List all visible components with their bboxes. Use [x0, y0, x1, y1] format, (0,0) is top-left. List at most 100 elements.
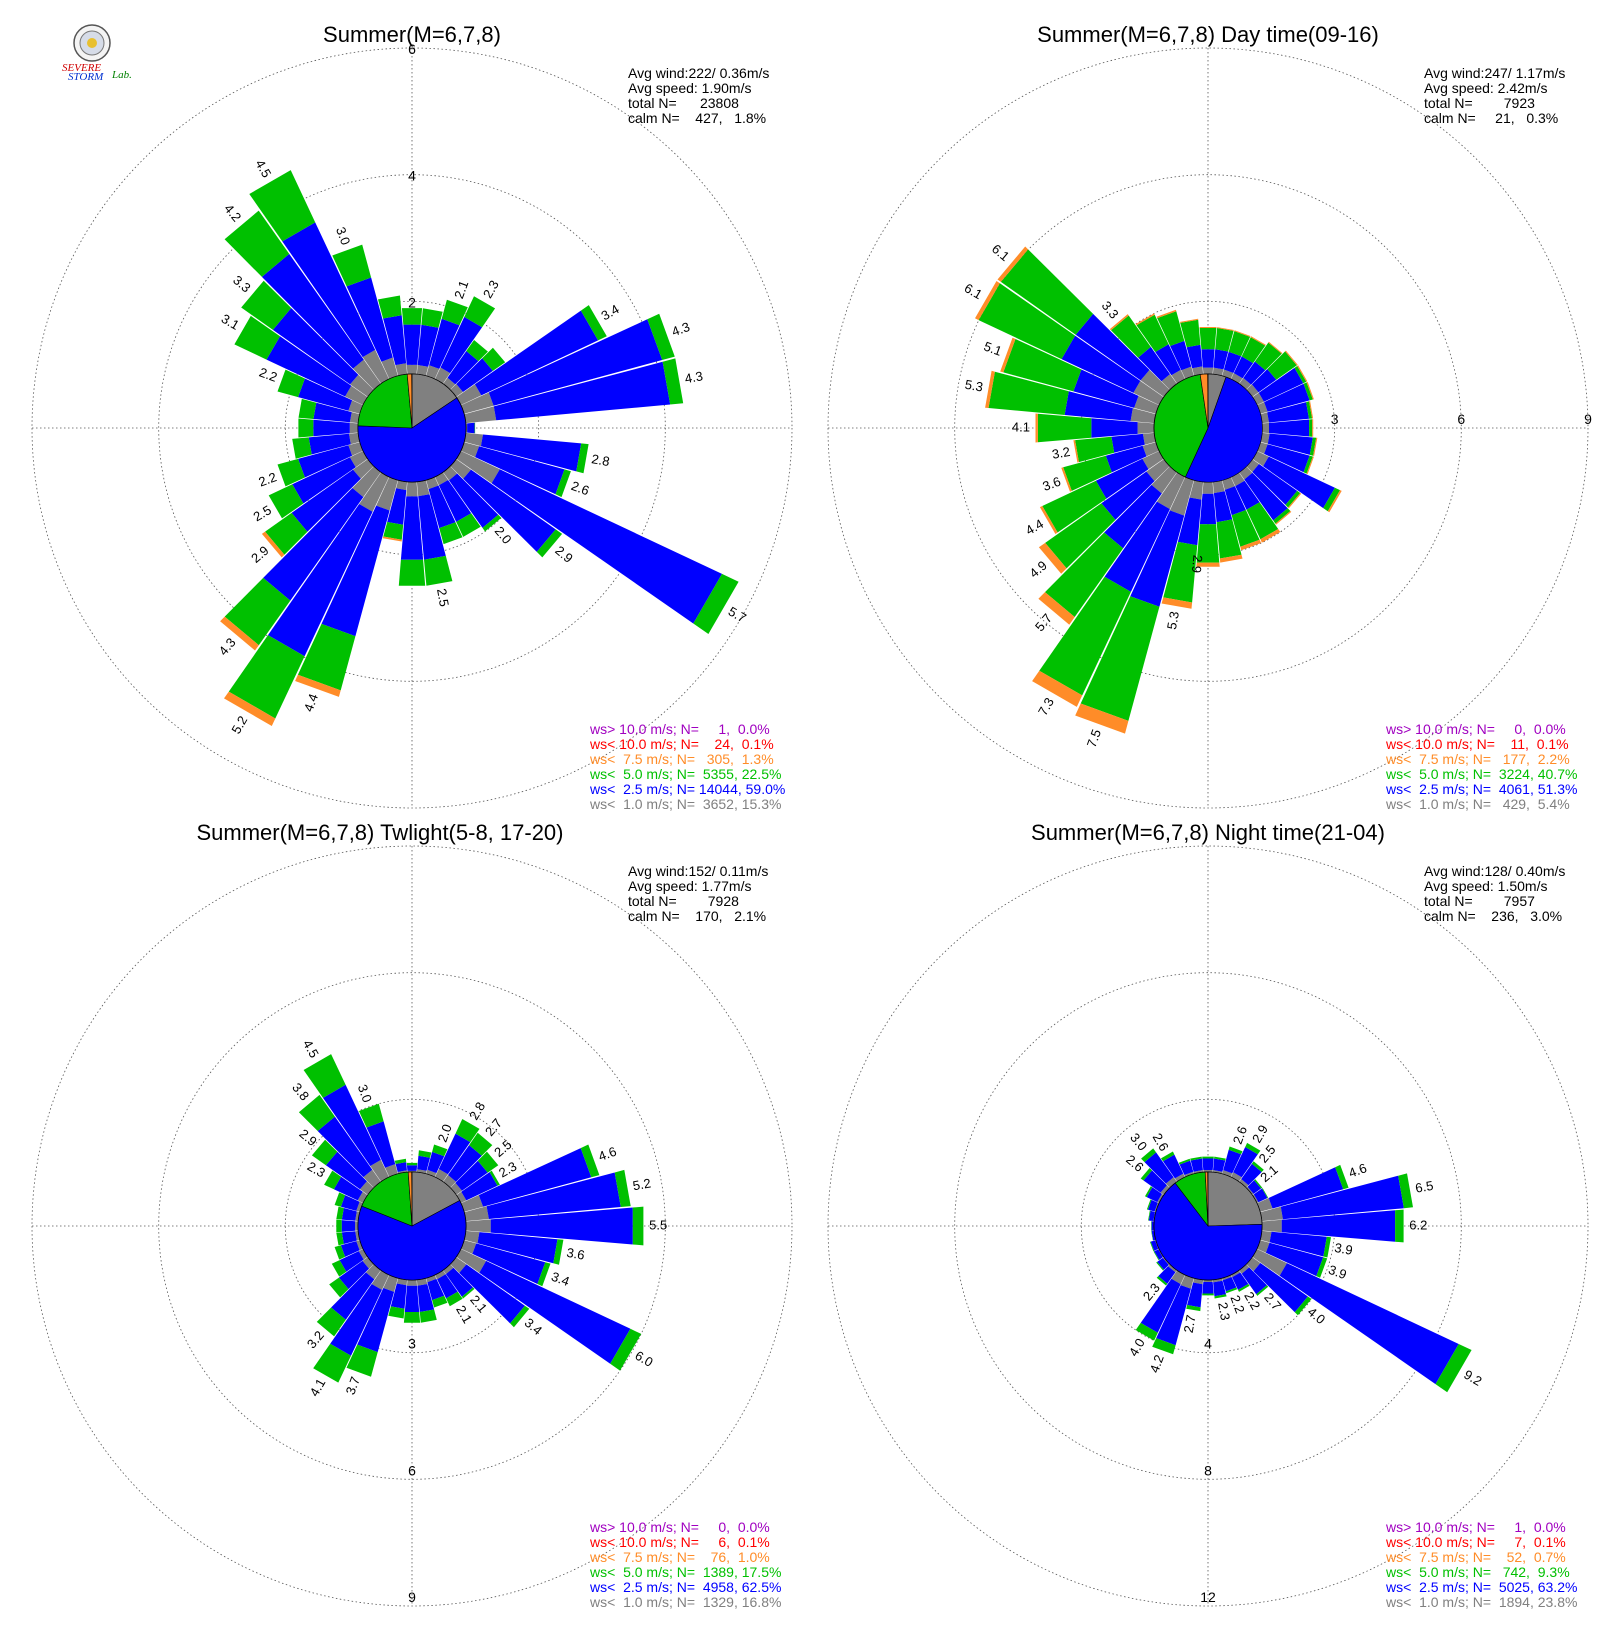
bar-segment-2 [1252, 464, 1298, 505]
bar-segment-1 [456, 451, 500, 484]
bar-dir-280 [298, 398, 360, 424]
bar-segment-2 [1104, 484, 1162, 549]
legend-entry-5: ws< 2.5 m/s; N= 14044, 59.0% [589, 781, 785, 797]
legend-entry-3: ws< 7.5 m/s; N= 305, 1.3% [589, 751, 774, 767]
bar-segment-3 [1309, 437, 1317, 456]
bar-segment-3 [1254, 342, 1282, 371]
bar-segment-1 [362, 349, 389, 384]
bar-segment-2 [1138, 346, 1170, 382]
bar-segment-1 [370, 1159, 389, 1182]
bar-segment-3 [1323, 1236, 1331, 1258]
bar-dir-20 [426, 299, 468, 379]
bar-segment-1 [407, 1279, 417, 1286]
bar-segment-2 [263, 488, 364, 601]
bar-segment-3 [456, 513, 481, 537]
stat-calm: calm N= 170, 2.1% [628, 908, 766, 924]
center-pie [357, 373, 467, 483]
bar-segment-4 [1312, 419, 1314, 437]
bar-dir-320 [224, 210, 381, 390]
bar-segment-2 [268, 504, 373, 657]
bar-segment-3 [693, 573, 739, 634]
bar-label-80: 4.3 [684, 368, 704, 386]
bar-segment-3 [1323, 487, 1340, 512]
bar-segment-2 [1222, 1277, 1237, 1292]
bar-segment-1 [464, 432, 483, 447]
bar-segment-4 [1075, 703, 1129, 734]
bar-segment-1 [416, 1278, 428, 1286]
bar-dir-50 [450, 1151, 499, 1195]
bar-label-70: 4.6 [1347, 1160, 1369, 1180]
legend-entry-6: ws< 1.0 m/s; N= 1894, 23.8% [1385, 1594, 1577, 1610]
bar-segment-3 [1262, 1188, 1269, 1198]
bar-segment-1 [395, 363, 408, 376]
bar-segment-1 [1134, 395, 1159, 414]
wind-rose-panel-1: 2.1 2.3 3.4 4.3 4.3 2.8 2.6 5.7 2.9 2.0 2.5 4.4 5.2 4… [31, 22, 793, 812]
bar-segment-2 [313, 402, 352, 423]
legend-entry-2: ws< 10.0 m/s; N= 24, 0.1% [589, 736, 774, 752]
bar-segment-1 [348, 442, 363, 456]
bar-segment-3 [1309, 419, 1313, 437]
bar-segment-1 [349, 432, 360, 445]
bar-segment-2 [1148, 1199, 1158, 1212]
bar-segment-2 [1179, 1160, 1194, 1175]
bar-dir-210 [224, 472, 389, 726]
bar-segment-3 [439, 522, 463, 545]
bar-segment-2 [1267, 433, 1313, 455]
pie-slice-3 [1153, 374, 1209, 478]
stat-avg-speed: Avg speed: 1.50m/s [1424, 878, 1547, 894]
bar-dir-230 [1156, 1257, 1170, 1271]
bar-dir-340 [1156, 309, 1194, 379]
bar-dir-40 [443, 340, 488, 390]
bar-segment-2 [427, 1278, 445, 1301]
bar-segment-1 [348, 400, 363, 414]
bar-segment-2 [1258, 367, 1304, 402]
bar-dir-70 [1257, 1164, 1349, 1212]
bar-segment-2 [438, 480, 472, 522]
bar-dir-80 [464, 1169, 631, 1222]
bar-label-60: 3.4 [598, 301, 621, 323]
bar-segment-1 [1239, 378, 1252, 390]
bar-segment-3 [1075, 436, 1115, 463]
bar-segment-3 [1135, 1322, 1158, 1341]
bar-segment-3 [1145, 1186, 1153, 1198]
bar-segment-2 [427, 1151, 445, 1174]
bar-segment-3 [1148, 1210, 1151, 1221]
legend-entry-4: ws< 5.0 m/s; N= 742, 9.3% [1385, 1564, 1570, 1580]
bar-segment-3 [1395, 1209, 1404, 1243]
bar-label-110: 2.6 [569, 478, 591, 498]
bar-segment-1 [1137, 422, 1155, 434]
bar-segment-2 [338, 1260, 369, 1290]
bar-segment-2 [437, 1274, 458, 1299]
bar-segment-3 [1080, 596, 1160, 721]
bar-segment-3 [1149, 1241, 1155, 1252]
bar-segment-3 [298, 1094, 335, 1131]
bar-segment-4 [1285, 350, 1298, 366]
bar-segment-3 [1285, 490, 1301, 508]
bar-segment-3 [441, 299, 468, 326]
bar-segment-4 [1327, 490, 1342, 513]
legend-entry-5: ws< 2.5 m/s; N= 4061, 51.3% [1385, 781, 1577, 797]
bar-dir-160 [426, 1275, 448, 1308]
bar-segment-2 [1104, 501, 1170, 592]
bar-segment-4 [1219, 554, 1243, 563]
bar-segment-3 [249, 170, 316, 242]
bar-segment-4 [224, 691, 276, 726]
legend-entry-2: ws< 10.0 m/s; N= 6, 0.1% [589, 1534, 770, 1550]
bar-segment-3 [461, 1287, 475, 1299]
bar-segment-4 [1161, 597, 1193, 609]
bar-segment-2 [472, 1243, 546, 1284]
bar-segment-3 [1303, 382, 1313, 401]
bar-segment-1 [1246, 384, 1259, 397]
bar-segment-3 [614, 1169, 631, 1207]
bar-segment-2 [1073, 369, 1139, 408]
bar-label-80: 6.5 [1414, 1178, 1434, 1196]
bar-segment-1 [1181, 366, 1194, 379]
bar-segment-2 [438, 1133, 471, 1175]
bar-dir-180 [1196, 481, 1220, 567]
bar-segment-2 [1264, 444, 1310, 473]
bar-segment-1 [435, 367, 451, 384]
bar-segment-3 [1245, 1142, 1261, 1155]
pie-slice-1 [1207, 1171, 1263, 1227]
bar-segment-1 [1212, 367, 1224, 376]
legend-entry-3: ws< 7.5 m/s; N= 52, 0.7% [1385, 1549, 1566, 1565]
